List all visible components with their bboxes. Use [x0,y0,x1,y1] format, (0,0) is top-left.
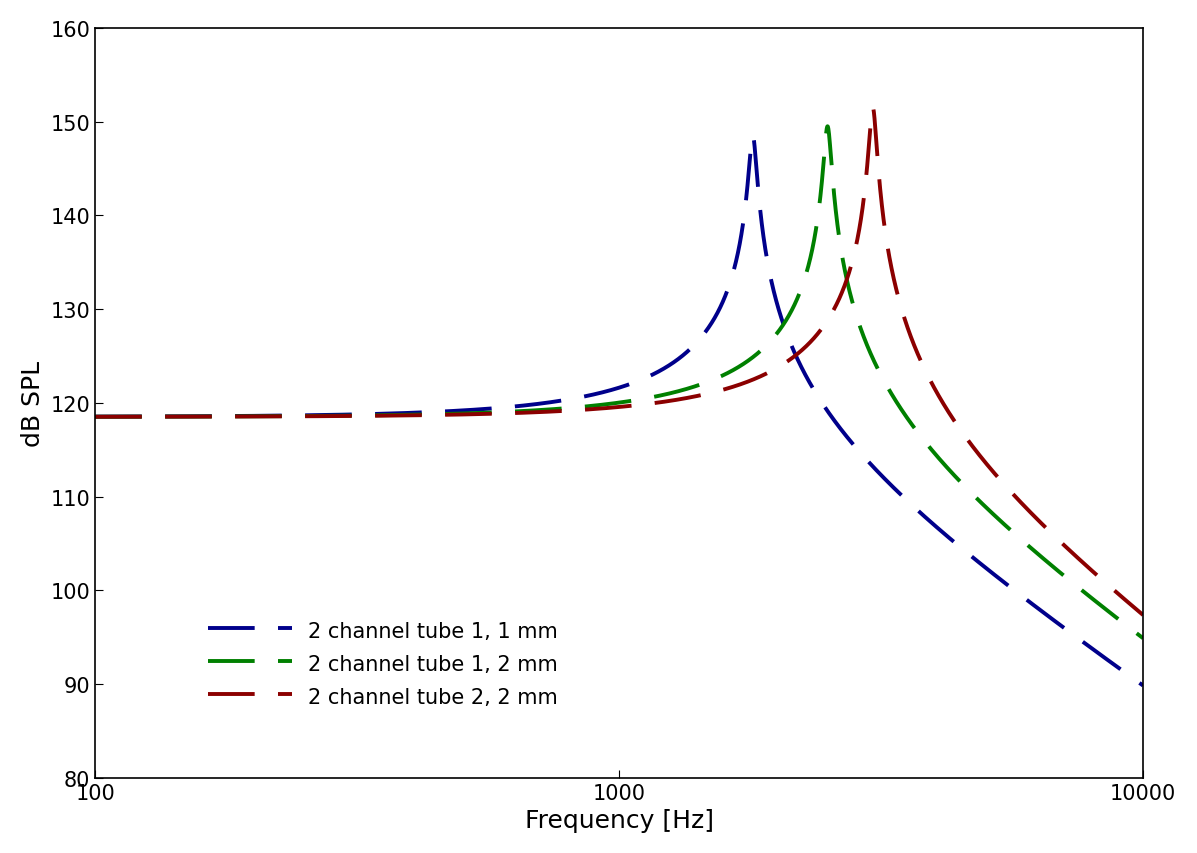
Line: 2 channel tube 1, 2 mm: 2 channel tube 1, 2 mm [95,127,1143,638]
2 channel tube 1, 1 mm [770,299,784,309]
X-axis label: Frequency [Hz]: Frequency [Hz] [524,809,713,833]
2 channel tube 1, 2 mm [488,408,503,418]
2 channel tube 1, 2 mm [820,122,834,132]
2 channel tube 1, 2 mm [87,412,102,422]
2 channel tube 1, 1 mm [87,412,102,422]
Line: 2 channel tube 1, 1 mm: 2 channel tube 1, 1 mm [95,136,1143,686]
2 channel tube 1, 2 mm [770,329,784,339]
2 channel tube 1, 1 mm [488,403,503,414]
2 channel tube 2, 2 mm [87,412,102,422]
2 channel tube 1, 1 mm [870,467,885,477]
2 channel tube 2, 2 mm [716,385,730,395]
2 channel tube 2, 2 mm [278,412,292,422]
2 channel tube 1, 2 mm [1136,633,1150,643]
2 channel tube 1, 2 mm [949,473,964,484]
2 channel tube 1, 1 mm [278,411,292,421]
2 channel tube 2, 2 mm [770,363,784,374]
Y-axis label: dB SPL: dB SPL [20,360,44,446]
2 channel tube 1, 1 mm [746,131,760,142]
2 channel tube 1, 1 mm [1136,681,1150,691]
2 channel tube 2, 2 mm [949,420,964,430]
2 channel tube 1, 1 mm [949,540,964,550]
2 channel tube 1, 2 mm [716,370,730,380]
2 channel tube 2, 2 mm [1136,610,1150,620]
2 channel tube 2, 2 mm [870,150,885,160]
2 channel tube 2, 2 mm [488,409,503,420]
2 channel tube 2, 2 mm [865,103,880,113]
Line: 2 channel tube 2, 2 mm: 2 channel tube 2, 2 mm [95,108,1143,615]
2 channel tube 1, 2 mm [278,411,292,421]
Legend: 2 channel tube 1, 1 mm, 2 channel tube 1, 2 mm, 2 channel tube 2, 2 mm: 2 channel tube 1, 1 mm, 2 channel tube 1… [200,612,566,715]
2 channel tube 1, 1 mm [716,295,730,305]
2 channel tube 1, 2 mm [870,363,885,374]
